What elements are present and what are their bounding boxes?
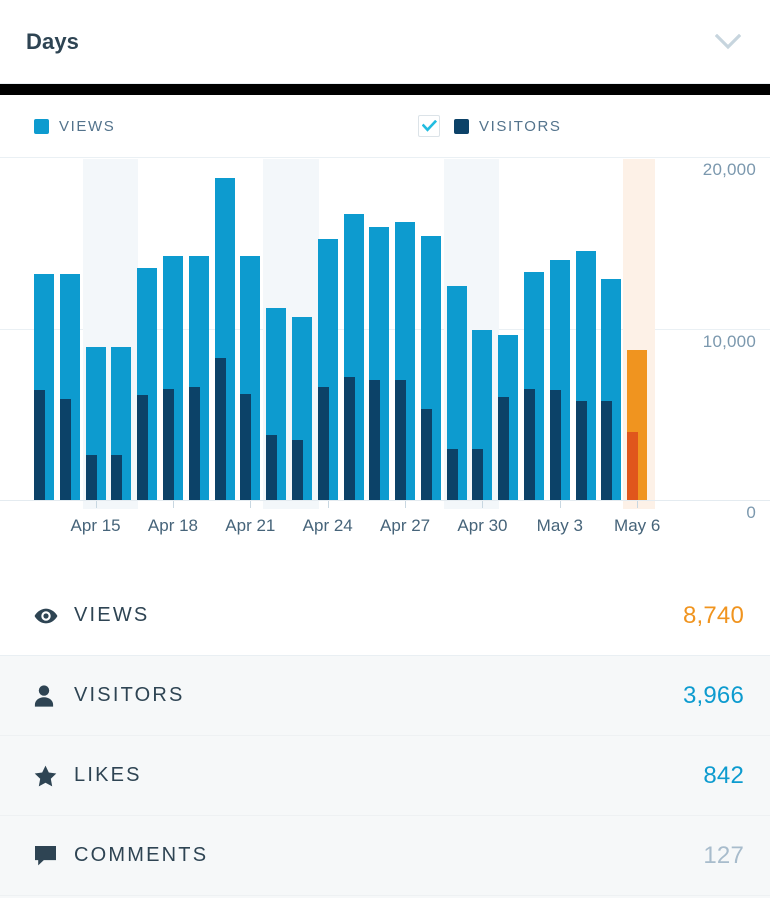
legend-item-views[interactable]: VIEWS	[34, 95, 115, 157]
stat-row-likes[interactable]: LIKES 842	[0, 736, 770, 816]
stat-row-views[interactable]: VIEWS 8,740	[0, 576, 770, 656]
bar-visitors[interactable]	[85, 455, 97, 500]
legend-item-visitors[interactable]: VISITORS	[418, 95, 562, 157]
bar-visitors[interactable]	[137, 395, 149, 500]
x-axis-tick-label: Apr 24	[302, 516, 353, 535]
eye-icon	[34, 608, 60, 624]
y-axis-tick-label: 0	[746, 503, 756, 522]
bar-visitors[interactable]	[575, 400, 587, 500]
x-axis-tick	[637, 501, 639, 508]
bar-visitors[interactable]	[343, 376, 355, 500]
bar-visitors[interactable]	[188, 386, 200, 500]
star-icon	[34, 765, 60, 787]
chevron-down-icon[interactable]	[708, 22, 748, 62]
stat-row-comments[interactable]: COMMENTS 127	[0, 816, 770, 896]
x-axis-tick-label: Apr 21	[225, 516, 276, 535]
bar-visitors[interactable]	[266, 434, 278, 500]
views-swatch-icon	[34, 118, 49, 134]
y-axis-tick-label: 10,000	[702, 331, 756, 351]
stat-value: 842	[703, 761, 744, 789]
x-axis-tick	[327, 501, 329, 508]
x-axis-tick	[559, 501, 561, 508]
bar-visitors[interactable]	[498, 397, 510, 500]
stat-label: COMMENTS	[74, 844, 209, 866]
bar-visitors[interactable]	[111, 455, 123, 500]
bar-visitors[interactable]	[291, 439, 303, 500]
x-axis-tick-label: Apr 27	[380, 516, 431, 535]
x-axis-tick-label: Apr 18	[147, 516, 198, 535]
legend-label-visitors: VISITORS	[479, 117, 562, 135]
stat-value: 8,740	[682, 601, 744, 629]
chart-gridline	[0, 157, 770, 158]
stat-label: VISITORS	[74, 684, 185, 706]
stats-bar-chart[interactable]: 20,000 10,000 0 Apr 15 Apr 18 Apr 21 Apr 24 Ap…	[0, 157, 770, 576]
bar-visitors[interactable]	[446, 448, 458, 500]
bar-visitors[interactable]	[524, 388, 536, 500]
x-axis-tick-label: Apr 15	[70, 516, 121, 535]
bar-visitors[interactable]	[214, 357, 226, 500]
panel-header: Days	[0, 0, 770, 84]
chart-legend: VIEWS VISITORS	[0, 95, 770, 157]
x-axis-tick	[95, 501, 97, 508]
bar-visitors[interactable]	[601, 400, 613, 500]
legend-label-views: VIEWS	[59, 117, 116, 135]
x-axis-tick	[172, 501, 174, 508]
x-axis-baseline	[0, 500, 770, 501]
stats-list: VIEWS 8,740 VISITORS 3,966 LIKES 842 COMMENTS 1…	[0, 576, 770, 898]
visitors-swatch-icon	[454, 118, 469, 134]
bar-visitors[interactable]	[162, 388, 174, 500]
visitors-checkbox[interactable]	[418, 115, 440, 137]
bar-visitors[interactable]	[549, 390, 561, 500]
bar-visitors[interactable]	[369, 379, 381, 500]
stat-value: 127	[703, 841, 744, 869]
x-axis-tick	[482, 501, 484, 508]
bar-visitors[interactable]	[472, 448, 484, 500]
x-axis-tick	[405, 501, 407, 508]
stat-row-visitors[interactable]: VISITORS 3,966	[0, 656, 770, 736]
bar-visitors[interactable]	[59, 398, 71, 500]
x-axis-tick-label: May 6	[614, 516, 661, 535]
bar-visitors[interactable]	[34, 390, 45, 500]
x-axis-tick-label: May 3	[536, 516, 583, 535]
x-axis-tick	[250, 501, 252, 508]
bar-visitors[interactable]	[420, 409, 432, 500]
bar-visitors[interactable]	[317, 386, 329, 500]
page-title: Days	[26, 28, 79, 54]
bar-visitors[interactable]	[395, 379, 407, 500]
y-axis-tick-label: 20,000	[702, 160, 756, 179]
bar-visitors[interactable]	[240, 393, 252, 500]
bar-views[interactable]	[446, 285, 467, 500]
stat-label: VIEWS	[74, 604, 150, 626]
stat-value: 3,966	[682, 681, 744, 709]
x-axis-tick-label: Apr 30	[457, 516, 508, 535]
comment-icon	[34, 845, 60, 866]
person-icon	[34, 684, 60, 707]
stat-label: LIKES	[74, 764, 142, 786]
bar-visitors[interactable]	[627, 431, 639, 500]
black-divider	[0, 84, 770, 95]
chart-plot-area: 20,000 10,000 0	[0, 157, 770, 522]
